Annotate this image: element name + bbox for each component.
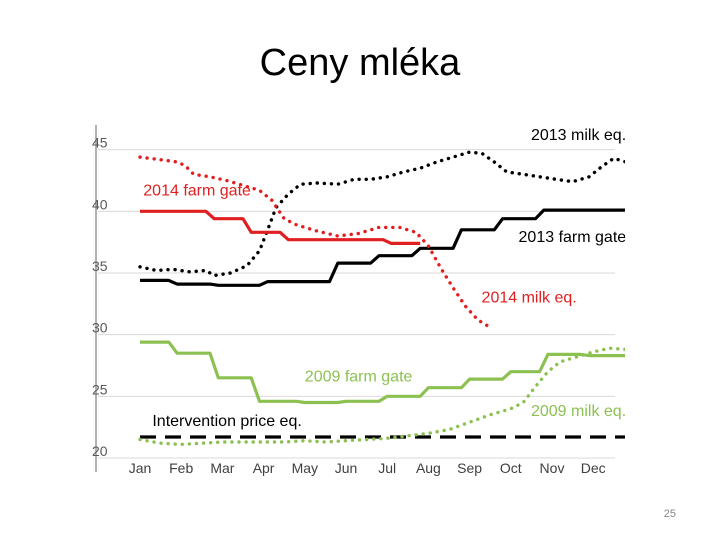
milk-price-chart: 20 25 30 35 40 45 Jan Feb Mar Apr May Jun Jul Aug Sep…	[90, 120, 628, 480]
slide-title: Ceny mléka	[259, 42, 461, 84]
series-line-2013-farm-gate	[140, 208, 627, 287]
y-tick-label-30: 30	[92, 320, 108, 336]
y-tick-label-35: 35	[92, 258, 108, 274]
x-tick-label-oct: Oct	[500, 460, 522, 476]
x-tick-label-aug: Aug	[416, 460, 441, 476]
annotation-2013-farm-gate: 2013 farm gate	[519, 229, 625, 246]
x-tick-label-may: May	[292, 460, 318, 476]
y-tick-label-40: 40	[92, 196, 108, 212]
chart-svg: 20 25 30 35 40 45 Jan Feb Mar Apr May Jun Jul Aug Sep…	[92, 125, 628, 476]
x-tick-label-jul: Jul	[378, 460, 396, 476]
x-tick-label-dec: Dec	[581, 460, 606, 476]
annotation-2013-milk-eq: 2013 milk eq.	[531, 127, 625, 144]
annotation-2009-milk-eq: 2009 milk eq.	[531, 403, 625, 420]
annotation-intervention-price-eq: Intervention price eq.	[152, 413, 301, 430]
series-annotations: 2013 milk eq. 2014 farm gate 2013 farm gat…	[143, 127, 626, 430]
annotation-2014-milk-eq: 2014 milk eq.	[482, 290, 577, 307]
y-tick-label-20: 20	[92, 443, 108, 459]
x-tick-labels: Jan Feb Mar Apr May Jun Jul Aug Sep Oct Nov Dec	[129, 460, 606, 476]
slide-number: 25	[663, 508, 676, 520]
series-line-2013-milk-eq	[138, 150, 628, 278]
series-line-2014-milk-eq	[138, 155, 492, 330]
x-tick-label-jun: Jun	[335, 460, 358, 476]
series-line-2014-farm-gate	[140, 209, 421, 246]
x-tick-label-mar: Mar	[210, 460, 234, 476]
x-tick-label-apr: Apr	[253, 460, 275, 476]
y-tick-label-45: 45	[92, 135, 108, 151]
annotation-2009-farm-gate: 2009 farm gate	[305, 369, 413, 386]
x-tick-label-feb: Feb	[169, 460, 193, 476]
series-line-2009-milk-eq	[138, 346, 628, 447]
x-tick-label-sep: Sep	[457, 460, 482, 476]
y-tick-labels: 20 25 30 35 40 45	[92, 135, 108, 459]
y-tick-label-25: 25	[92, 381, 108, 397]
series-lines	[138, 150, 628, 447]
annotation-2014-farm-gate: 2014 farm gate	[143, 182, 251, 199]
series-line-2009-farm-gate	[140, 340, 627, 405]
x-tick-label-jan: Jan	[129, 460, 152, 476]
x-tick-label-nov: Nov	[540, 460, 565, 476]
